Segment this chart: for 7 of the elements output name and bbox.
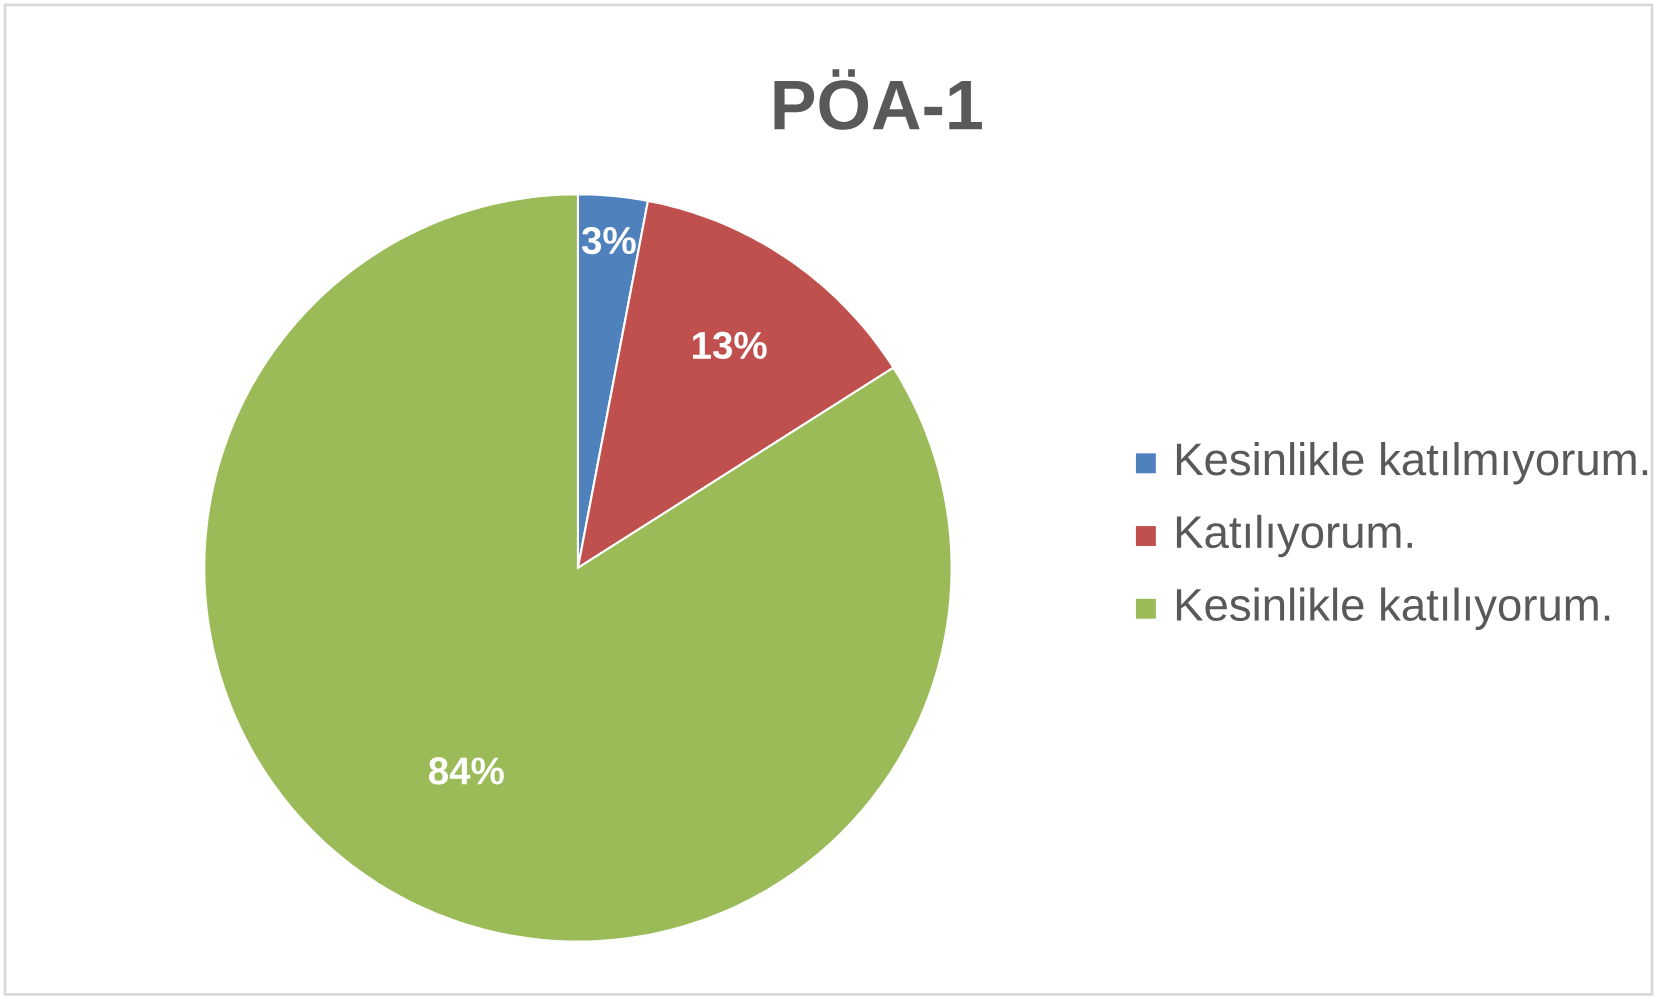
legend-label: Katılıyorum. <box>1176 514 1412 558</box>
data-label: 84% <box>428 757 504 785</box>
legend-label: Kesinlikle katılmıyorum. <box>1176 441 1648 485</box>
data-label: 3% <box>581 226 636 255</box>
chart-title: PÖA-1 <box>774 69 982 130</box>
legend-label: Kesinlikle katılıyorum. <box>1176 587 1610 630</box>
data-label: 13% <box>693 331 767 359</box>
